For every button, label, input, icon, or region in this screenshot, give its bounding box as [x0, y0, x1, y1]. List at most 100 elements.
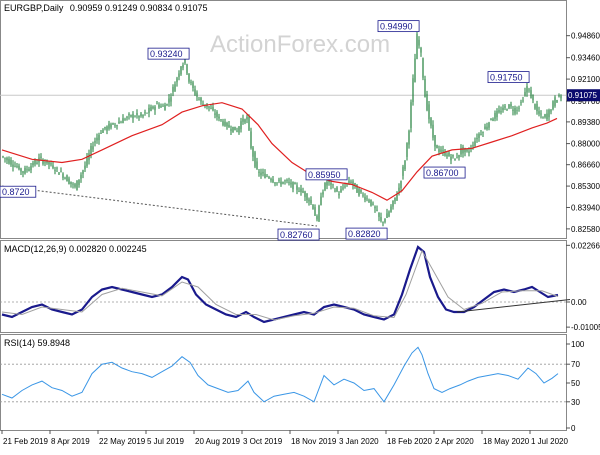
- candle-body: [298, 190, 300, 192]
- annotation-box: [147, 47, 190, 60]
- candle-body: [16, 166, 18, 167]
- candle-body: [482, 132, 484, 134]
- candle-body: [436, 145, 438, 149]
- candle-body: [414, 58, 416, 83]
- candle-body: [384, 219, 386, 222]
- candle-body: [210, 108, 212, 110]
- rsi-tick-label: 30: [571, 398, 580, 407]
- candle-body: [144, 112, 146, 114]
- candle-body: [268, 176, 270, 179]
- candle-body: [112, 123, 114, 125]
- candle-body: [516, 109, 518, 111]
- candle-body: [252, 147, 254, 157]
- macd-plot: [0, 245, 571, 324]
- date-tick-label: 18 Feb 2020: [387, 437, 432, 446]
- candle-body: [354, 183, 356, 185]
- candle-body: [326, 181, 328, 186]
- annotation-box: [305, 168, 348, 181]
- candle-body: [312, 204, 314, 209]
- candle-body: [130, 114, 132, 117]
- macd-title: MACD(12,26,9) 0.002820 0.002245: [4, 244, 147, 254]
- candle-body: [180, 66, 182, 75]
- candle-body: [276, 182, 278, 184]
- symbol-label: EURGBP,Daily: [4, 3, 64, 13]
- candle-body: [538, 111, 540, 114]
- date-tick-label: 18 Nov 2019: [291, 437, 337, 446]
- candle-body: [412, 78, 414, 103]
- price-plot: 0.93240 0.94990 0.91750 0.86700 0.85950 0.827…: [0, 20, 566, 241]
- candle-body: [368, 200, 370, 202]
- candle-body: [226, 122, 228, 127]
- candle-body: [216, 111, 218, 117]
- annotation-label: 0.93240: [150, 49, 183, 59]
- candle-body: [88, 153, 90, 161]
- candle-body: [264, 173, 266, 178]
- candle-body: [12, 164, 14, 167]
- annotation-label: 0.82760: [280, 230, 313, 240]
- candle-body: [426, 93, 428, 111]
- candle-body: [76, 180, 78, 191]
- candle-body: [410, 102, 412, 129]
- candle-body: [418, 39, 420, 46]
- candle-body: [408, 130, 410, 145]
- candle-body: [388, 211, 390, 217]
- candle-body: [504, 106, 506, 108]
- candle-body: [164, 104, 166, 111]
- candle-body: [122, 118, 124, 124]
- candle-body: [124, 119, 126, 121]
- support-trendline: [1, 185, 318, 227]
- candle-body: [352, 181, 354, 186]
- candle-body: [244, 119, 246, 123]
- rsi-panel-frame: [0, 334, 567, 431]
- rsi-tick-label: 0: [571, 424, 576, 433]
- candle-body: [56, 167, 58, 169]
- candle-body: [74, 184, 76, 187]
- candle-body: [242, 118, 244, 122]
- annotation-label: 0.82820: [348, 229, 381, 239]
- candle-body: [54, 170, 56, 171]
- rsi-tick-label: 70: [571, 360, 580, 369]
- candle-body: [240, 121, 242, 130]
- candle-body: [322, 192, 324, 195]
- price-tick-label: 0.83940: [571, 203, 600, 212]
- candle-body: [510, 104, 512, 107]
- candle-body: [202, 104, 204, 106]
- candle-body: [506, 109, 508, 111]
- candle-body: [480, 134, 482, 135]
- candle-body: [272, 179, 274, 183]
- candle-body: [188, 73, 190, 82]
- candle-body: [142, 114, 144, 117]
- candle-body: [490, 118, 492, 120]
- macd-tick-label: 0.022662: [571, 241, 600, 250]
- candle-body: [162, 105, 164, 107]
- candle-body: [340, 189, 342, 193]
- candle-body: [260, 172, 262, 176]
- candle-body: [488, 122, 490, 128]
- candle-body: [540, 113, 542, 115]
- candle-body: [472, 145, 474, 147]
- macd-tick-label: 0.00: [571, 298, 587, 307]
- candle-body: [552, 101, 554, 110]
- candle-body: [446, 154, 448, 157]
- candle-body: [126, 116, 128, 118]
- candle-body: [296, 185, 298, 190]
- candle-body: [228, 124, 230, 128]
- candle-body: [390, 206, 392, 212]
- candle-body: [560, 95, 562, 99]
- candle-body: [42, 159, 44, 164]
- candle-body: [194, 89, 196, 95]
- candle-body: [420, 48, 422, 53]
- candle-body: [314, 207, 316, 216]
- candle-body: [220, 119, 222, 121]
- candle-body: [52, 165, 54, 168]
- candle-body: [308, 199, 310, 202]
- candle-body: [542, 117, 544, 119]
- annotation-label: 0.85950: [308, 170, 341, 180]
- candle-body: [536, 103, 538, 112]
- candle-body: [230, 129, 232, 131]
- candle-body: [356, 184, 358, 193]
- annotation-box: [377, 20, 420, 33]
- candle-body: [362, 194, 364, 196]
- watermark: ActionForex.com: [210, 31, 390, 58]
